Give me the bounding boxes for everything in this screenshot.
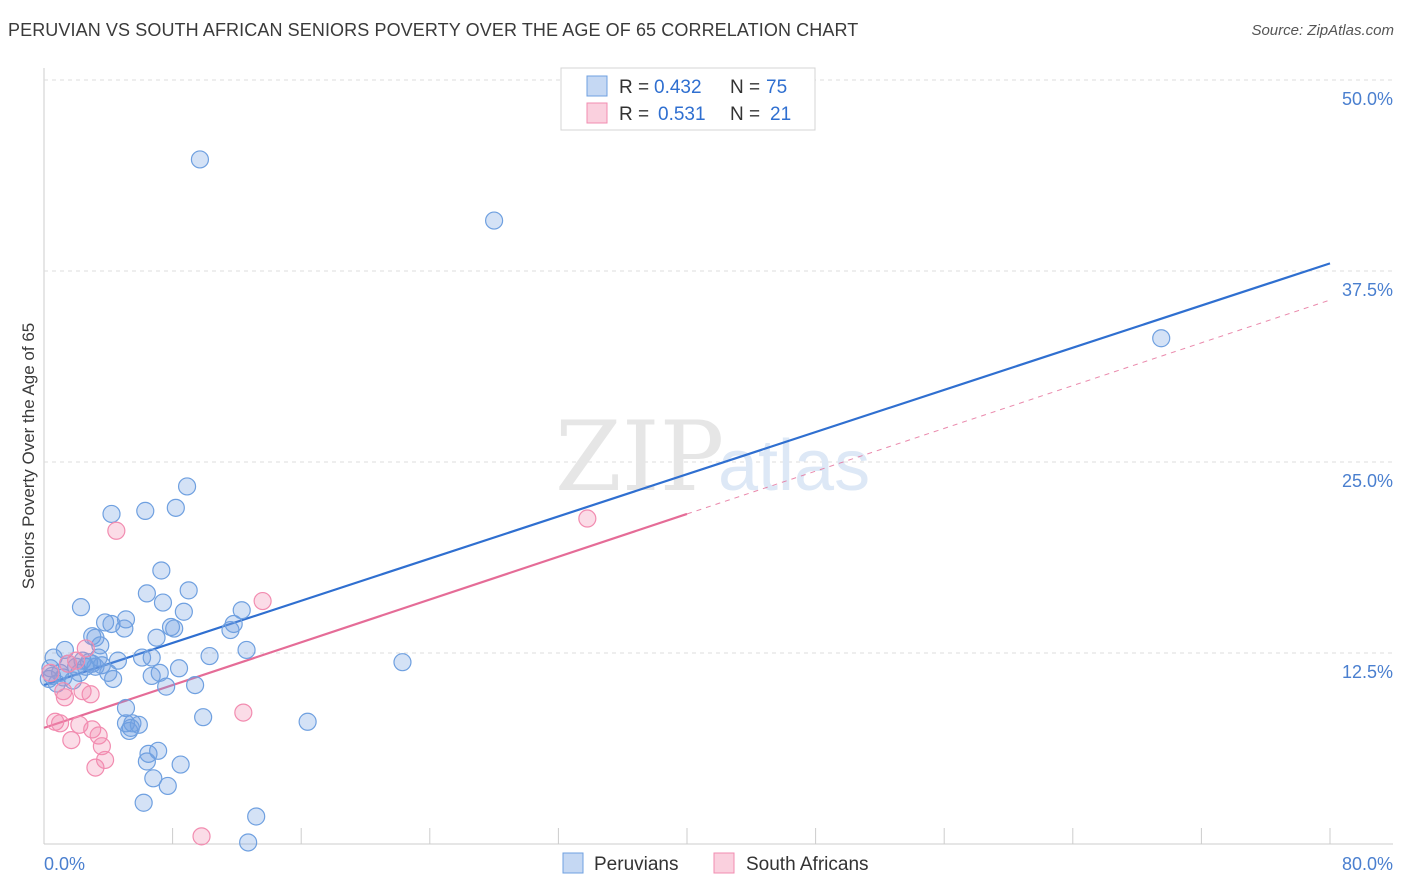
y-axis-title: Seniors Poverty Over the Age of 65: [19, 323, 38, 589]
point-peruvians-30: [102, 504, 121, 524]
point-peruvians-8: [55, 640, 74, 660]
bottom-legend-swatch-peruvians: [562, 852, 584, 874]
point-peruvians-65: [224, 614, 243, 634]
legend-r-value-south-africans: 0.531: [658, 104, 706, 125]
point-peruvians-63: [200, 646, 219, 666]
point-peruvians-45: [147, 628, 166, 647]
point-peruvians-55: [169, 659, 189, 678]
x-axis-ticks: [43, 828, 1331, 844]
trend-lines: [43, 262, 1331, 729]
point-peruvians-58: [179, 581, 198, 600]
point-peruvians-29: [104, 669, 123, 689]
point-south-africans-0: [41, 663, 60, 682]
trendline-peruvians-solid: [43, 262, 1331, 687]
point-peruvians-56: [171, 755, 190, 774]
point-peruvians-69: [247, 807, 266, 826]
point-peruvians-59: [177, 477, 197, 496]
point-peruvians-42: [136, 501, 155, 520]
point-peruvians-67: [237, 640, 256, 660]
point-peruvians-40: [134, 793, 153, 812]
point-peruvians-44: [142, 648, 161, 667]
x-tick-label-max: 80.0%: [1342, 854, 1393, 874]
bottom-legend-swatch-south-africans: [713, 852, 735, 874]
chart-source: Source: ZipAtlas.com: [1251, 22, 1394, 39]
bottom-legend-label-peruvians: Peruvians: [594, 854, 679, 875]
point-peruvians-48: [152, 561, 171, 580]
point-peruvians-62: [166, 498, 185, 517]
point-peruvians-68: [239, 833, 258, 852]
y-tick-label-2: 37.5%: [1342, 280, 1393, 300]
point-south-africans-6: [62, 730, 81, 750]
series-legend: Peruvians South Africans: [562, 852, 869, 875]
point-peruvians-28: [116, 610, 136, 629]
point-south-africans-18: [192, 827, 211, 846]
point-peruvians-1: [41, 659, 60, 678]
point-south-africans-3: [54, 682, 73, 701]
point-south-africans-17: [107, 521, 126, 540]
legend-n-value-south-africans: 21: [770, 104, 791, 125]
point-south-africans-7: [67, 651, 86, 670]
legend-r-label-south-africans: R =: [619, 104, 649, 125]
point-south-africans-13: [86, 758, 105, 777]
point-peruvians-26: [108, 651, 128, 670]
point-peruvians-50: [153, 593, 173, 612]
point-peruvians-46: [144, 769, 163, 788]
point-south-africans-21: [578, 509, 597, 528]
point-south-africans-2: [50, 714, 70, 733]
point-peruvians-70: [298, 712, 317, 731]
point-south-africans-11: [81, 685, 100, 704]
trendline-south-africans-solid: [43, 512, 688, 729]
legend-r-label-peruvians: R =: [619, 77, 649, 98]
point-peruvians-22: [91, 636, 110, 655]
legend-r-value-peruvians: 0.432: [654, 77, 702, 98]
y-tick-label-3: 50.0%: [1342, 89, 1393, 109]
point-south-africans-10: [76, 639, 95, 658]
point-peruvians-33: [116, 698, 136, 718]
point-peruvians-52: [158, 776, 177, 796]
chart-title: PERUVIAN VS SOUTH AFRICAN SENIORS POVERT…: [8, 20, 859, 40]
point-peruvians-23: [95, 613, 115, 632]
point-south-africans-15: [92, 737, 111, 756]
data-points: [39, 150, 1171, 852]
point-peruvians-38: [137, 752, 156, 771]
point-peruvians-54: [165, 619, 184, 638]
correlation-legend: R = 0.432 N = 75 R = 0.531 N = 21: [560, 67, 816, 131]
bottom-legend-label-south-africans: South Africans: [746, 854, 869, 875]
point-peruvians-61: [194, 708, 213, 727]
point-peruvians-47: [149, 741, 168, 760]
point-peruvians-37: [132, 648, 152, 667]
point-peruvians-35: [123, 714, 142, 733]
point-peruvians-74: [1152, 329, 1171, 348]
legend-swatch-south-africans: [586, 102, 608, 124]
point-south-africans-19: [234, 703, 253, 722]
point-peruvians-51: [157, 677, 176, 696]
point-peruvians-27: [115, 619, 134, 638]
point-south-africans-16: [95, 750, 115, 770]
point-peruvians-71: [393, 653, 412, 672]
x-tick-label-min: 0.0%: [44, 854, 85, 874]
point-peruvians-57: [174, 602, 193, 621]
point-south-africans-20: [253, 591, 272, 611]
legend-n-label-south-africans: N =: [730, 104, 760, 125]
point-south-africans-4: [55, 688, 74, 707]
watermark-zip: ZIP: [555, 401, 724, 513]
y-tick-label-0: 12.5%: [1342, 662, 1393, 682]
legend-n-label-peruvians: N =: [730, 77, 760, 98]
point-peruvians-66: [232, 601, 251, 620]
point-peruvians-36: [129, 715, 148, 734]
point-south-africans-14: [89, 726, 108, 745]
point-peruvians-60: [186, 675, 205, 695]
point-peruvians-24: [99, 663, 118, 682]
point-peruvians-73: [485, 211, 504, 230]
point-peruvians-43: [137, 584, 156, 603]
legend-swatch-peruvians: [586, 75, 608, 97]
trendline-south-africans-dashed: [686, 299, 1331, 515]
legend-n-value-peruvians: 75: [766, 77, 787, 98]
y-axis-tick-labels: 12.5% 25.0% 37.5% 50.0%: [1342, 89, 1393, 682]
point-peruvians-72: [190, 150, 210, 169]
y-tick-label-1: 25.0%: [1342, 471, 1393, 491]
point-peruvians-19: [71, 598, 91, 617]
